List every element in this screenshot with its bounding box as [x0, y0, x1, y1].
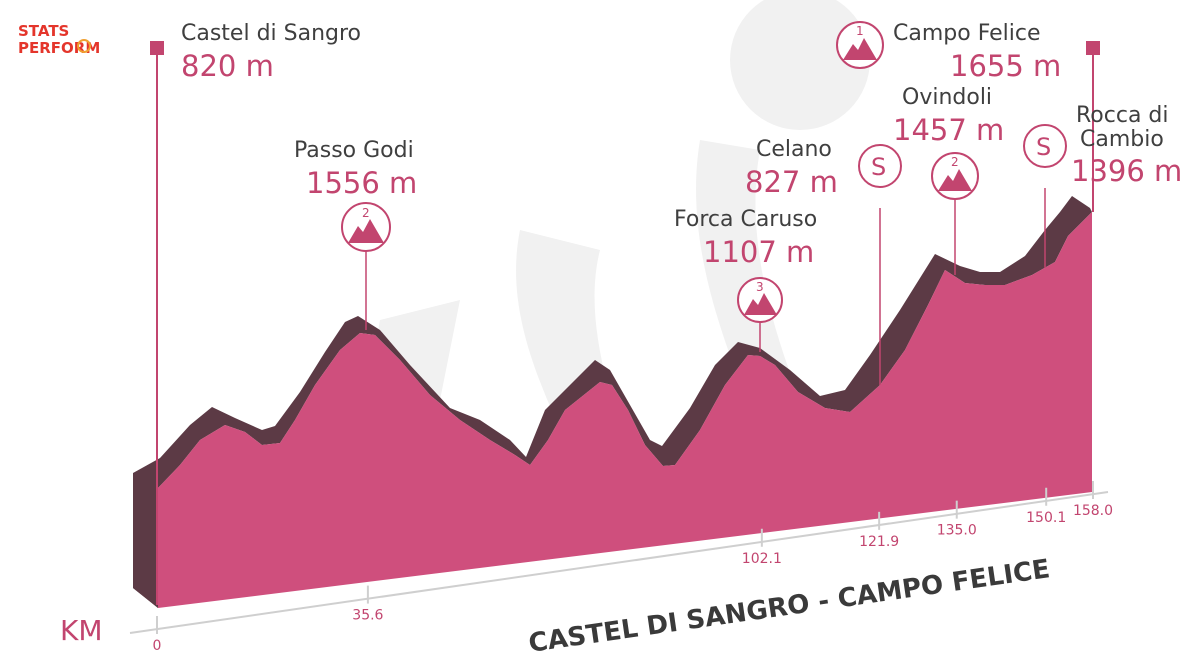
km-tick-label: 0	[153, 638, 162, 654]
forca-caruso-name: Forca Caruso	[674, 207, 817, 232]
svg-text:2: 2	[951, 155, 959, 169]
km-tick-label: 121.9	[859, 534, 899, 550]
svg-text:STATS: STATS	[18, 22, 69, 40]
ovindoli-altitude: 1457 m	[893, 113, 1004, 147]
km-tick-label: 35.6	[352, 608, 383, 624]
rocca-name-line1: Rocca di	[1076, 103, 1169, 128]
sprint-celano-icon: S	[858, 144, 902, 188]
finish-altitude: 1655 m	[950, 49, 1061, 83]
brand-logo: STATS PERFORM	[18, 22, 100, 57]
km-ticks: 0 35.6 102.1 121.9 135.0 150.1 158.0	[153, 481, 1113, 654]
svg-text:1: 1	[856, 24, 864, 38]
rocca-name-line2: Cambio	[1080, 127, 1164, 152]
celano-altitude: 827 m	[745, 165, 838, 199]
rocca-altitude: 1396 m	[1071, 154, 1182, 188]
svg-text:S: S	[1036, 133, 1051, 161]
passo-godi-name: Passo Godi	[294, 138, 414, 163]
km-tick-label: 135.0	[937, 523, 977, 539]
climb-cat-1-icon: 1	[836, 21, 884, 69]
finish-name: Campo Felice	[893, 21, 1041, 46]
km-tick-label: 102.1	[742, 551, 782, 567]
km-label: KM	[60, 614, 103, 647]
svg-text:PERFORM: PERFORM	[18, 39, 100, 57]
start-flag-icon	[150, 41, 164, 55]
sprint-rocca-icon: S	[1023, 124, 1067, 168]
svg-text:3: 3	[756, 280, 764, 294]
climb-cat-3-forca-icon: 3	[737, 277, 783, 323]
profile-left-side	[133, 473, 158, 608]
passo-godi-altitude: 1556 m	[306, 166, 417, 200]
profile-front-face	[158, 212, 1092, 608]
climb-cat-2-ovindoli-icon: 2	[931, 152, 979, 200]
logo-burst-icon	[77, 39, 91, 53]
start-altitude: 820 m	[181, 49, 274, 83]
km-axis-line	[129, 491, 1109, 634]
km-tick-label: 158.0	[1073, 503, 1113, 519]
finish-flag-icon	[1086, 41, 1100, 55]
ovindoli-name: Ovindoli	[902, 85, 992, 110]
stage-title: CASTEL DI SANGRO - CAMPO FELICE	[527, 554, 1052, 659]
km-tick-label: 150.1	[1026, 510, 1066, 526]
forca-caruso-altitude: 1107 m	[703, 235, 814, 269]
celano-name: Celano	[756, 137, 832, 162]
svg-text:2: 2	[362, 206, 370, 220]
start-name: Castel di Sangro	[181, 21, 361, 46]
svg-text:S: S	[871, 153, 886, 181]
climb-cat-2-passo-icon: 2	[341, 202, 391, 252]
